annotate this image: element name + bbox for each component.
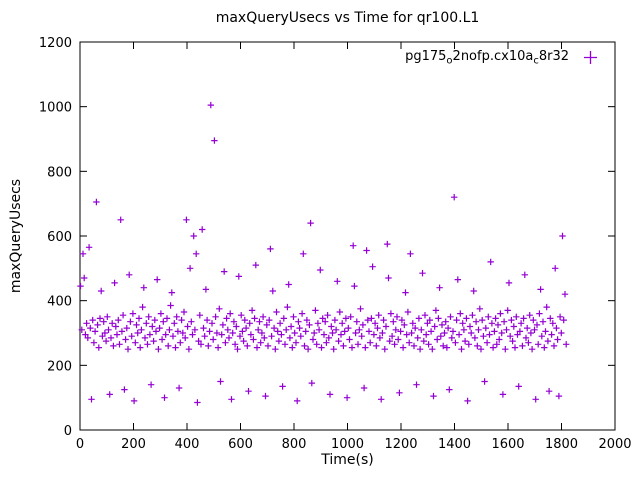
x-tick-label: 1000	[331, 437, 364, 452]
x-tick-label: 1800	[545, 437, 578, 452]
y-tick-label: 1000	[39, 101, 72, 116]
plus-marker-glyph	[584, 51, 597, 65]
plus-marker-icon	[584, 51, 597, 65]
legend-label-part: 2nofp.cx10a	[452, 49, 534, 64]
legend-label-part: o	[446, 55, 453, 67]
x-axis-label: Time(s)	[321, 452, 374, 468]
y-tick-label: 0	[64, 424, 72, 439]
legend-label-part: pg175	[405, 49, 447, 64]
scatter-points	[77, 101, 570, 406]
x-tick-label: 0	[76, 437, 84, 452]
y-tick-label: 800	[47, 165, 72, 180]
y-axis-label: maxQueryUsecs	[8, 178, 24, 294]
x-tick-label: 1200	[384, 437, 417, 452]
y-tick-label: 600	[47, 230, 72, 245]
x-tick-label: 1600	[491, 437, 524, 452]
legend-series-label: pg175o2nofp.cx10ac8r32	[405, 49, 569, 67]
x-tick-label: 1400	[438, 437, 471, 452]
y-tick-label: 400	[47, 295, 72, 310]
plot-border	[79, 41, 616, 431]
legend-label-part: 8r32	[538, 49, 569, 64]
y-tick-label: 1200	[39, 36, 72, 51]
x-tick-label: 800	[282, 437, 307, 452]
x-tick-label: 200	[121, 437, 146, 452]
y-tick-label: 200	[47, 359, 72, 374]
legend-label-part: c	[533, 55, 539, 67]
x-tick-label: 400	[175, 437, 200, 452]
x-tick-label: 2000	[598, 437, 631, 452]
chart-title: maxQueryUsecs vs Time for qr100.L1	[215, 10, 480, 26]
legend: pg175o2nofp.cx10ac8r32	[405, 49, 598, 67]
x-tick-label: 600	[228, 437, 253, 452]
